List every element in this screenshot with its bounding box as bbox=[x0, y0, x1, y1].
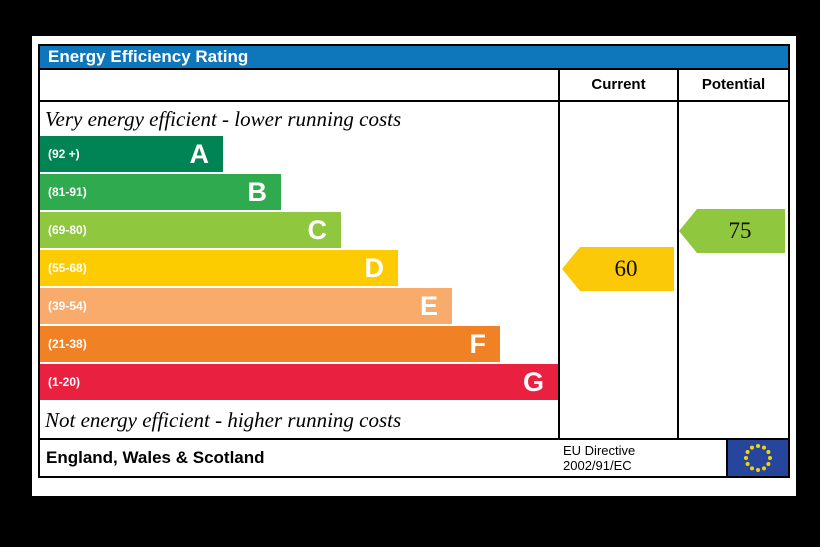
chart-title-bar: Energy Efficiency Rating bbox=[40, 46, 788, 68]
band-row-g: (1-20) G bbox=[40, 364, 558, 400]
band-range-label: (1-20) bbox=[48, 375, 81, 389]
footer-divider bbox=[40, 438, 788, 440]
band-letter: G bbox=[522, 366, 544, 397]
band-row-c: (69-80) C bbox=[40, 212, 341, 248]
band-letter: C bbox=[307, 214, 328, 245]
band-letter: E bbox=[419, 290, 438, 321]
eu-directive-label: EU Directive 2002/91/EC bbox=[563, 443, 635, 473]
column-header-row bbox=[40, 68, 788, 102]
eu-directive-line2: 2002/91/EC bbox=[563, 458, 632, 473]
band-letter: B bbox=[247, 176, 268, 207]
energy-efficiency-chart: Energy Efficiency Rating Current Potenti… bbox=[38, 44, 790, 478]
current-rating-arrow: 60 bbox=[562, 247, 674, 291]
potential-rating-arrow: 75 bbox=[679, 209, 785, 253]
region-label: England, Wales & Scotland bbox=[46, 448, 265, 467]
band-range-label: (39-54) bbox=[48, 299, 87, 313]
band-range-label: (21-38) bbox=[48, 337, 87, 351]
eu-directive-line1: EU Directive bbox=[563, 443, 636, 458]
band-row-a: (92 +) A bbox=[40, 136, 223, 172]
chart-title: Energy Efficiency Rating bbox=[48, 47, 249, 66]
potential-column-header: Potential bbox=[701, 76, 766, 93]
column-divider bbox=[677, 68, 679, 438]
band-range-label: (69-80) bbox=[48, 223, 87, 237]
band-letter: F bbox=[469, 328, 487, 359]
epc-page: Energy Efficiency Rating Current Potenti… bbox=[32, 36, 796, 496]
band-range-label: (55-68) bbox=[48, 261, 87, 275]
band-row-b: (81-91) B bbox=[40, 174, 281, 210]
column-divider bbox=[558, 68, 560, 438]
eu-flag-icon bbox=[726, 440, 788, 476]
top-note: Very energy efficient - lower running co… bbox=[45, 107, 402, 131]
band-letter: A bbox=[189, 138, 210, 169]
current-rating-value: 60 bbox=[614, 256, 638, 281]
band-row-d: (55-68) D bbox=[40, 250, 398, 286]
band-letter: D bbox=[364, 252, 385, 283]
bottom-note: Not energy efficient - higher running co… bbox=[45, 408, 402, 432]
band-range-label: (81-91) bbox=[48, 185, 87, 199]
band-range-label: (92 +) bbox=[48, 147, 80, 161]
band-row-e: (39-54) E bbox=[40, 288, 452, 324]
potential-rating-value: 75 bbox=[728, 218, 752, 243]
band-row-f: (21-38) F bbox=[40, 326, 500, 362]
current-column-header: Current bbox=[591, 76, 646, 93]
